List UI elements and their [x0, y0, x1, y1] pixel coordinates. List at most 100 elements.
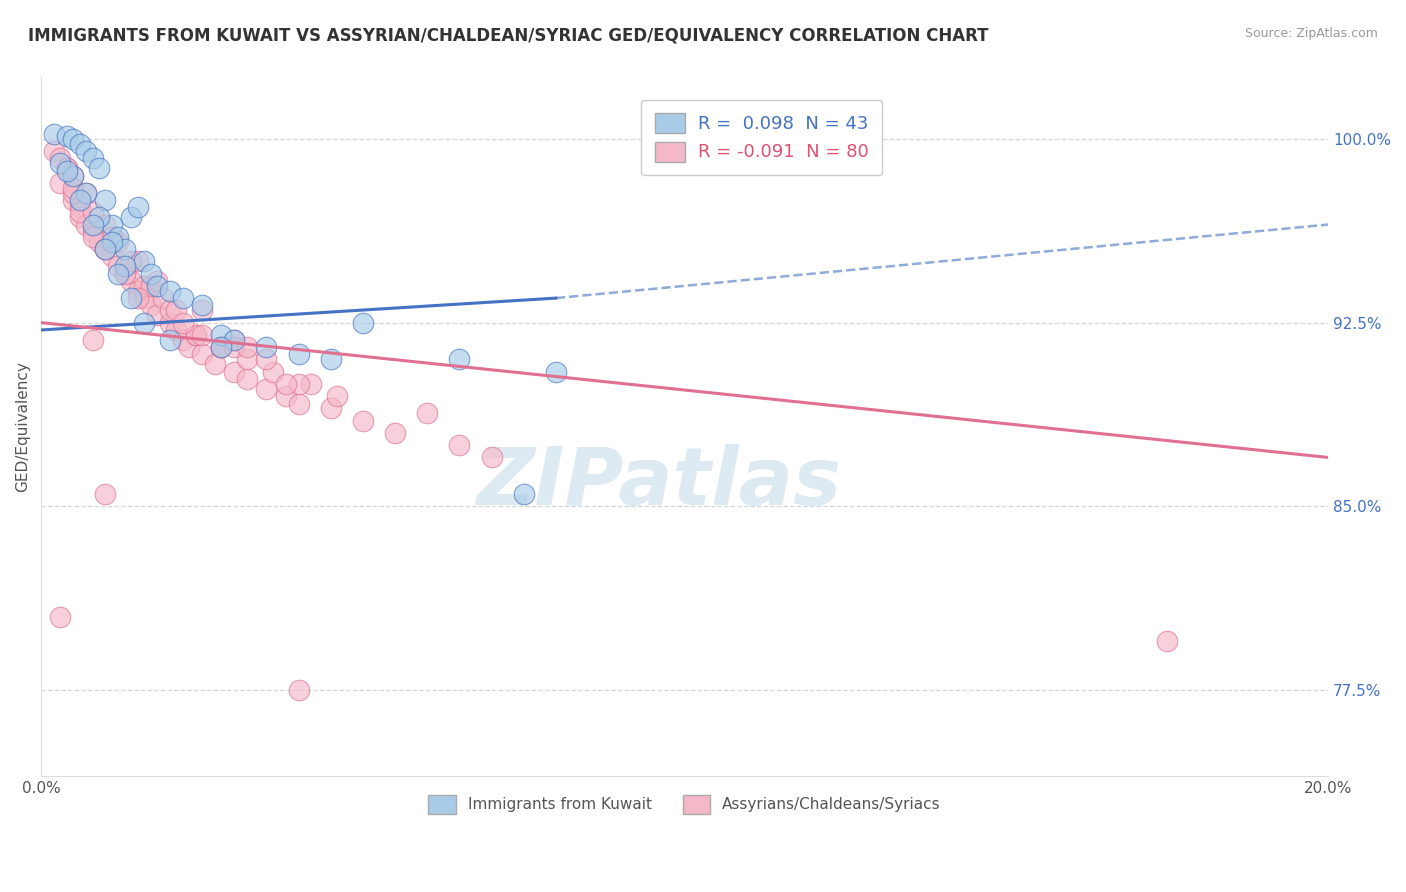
Point — [56, 163, 79, 178]
Point — [101, 249, 124, 263]
Point — [132, 316, 155, 330]
Point — [172, 333, 194, 347]
Point — [139, 267, 162, 281]
Point — [114, 259, 136, 273]
Point — [254, 352, 277, 367]
Point — [209, 340, 232, 354]
Point — [262, 365, 284, 379]
Point — [191, 298, 214, 312]
Point — [49, 152, 72, 166]
Point — [94, 218, 117, 232]
Point — [254, 340, 277, 354]
Point — [49, 609, 72, 624]
Point — [62, 181, 84, 195]
Point — [49, 176, 72, 190]
Point — [132, 254, 155, 268]
Point — [236, 352, 259, 367]
Point — [319, 352, 342, 367]
Point — [120, 254, 142, 268]
Point — [62, 169, 84, 183]
Point — [326, 389, 349, 403]
Point — [94, 193, 117, 207]
Point — [69, 210, 91, 224]
Point — [120, 291, 142, 305]
Point — [56, 161, 79, 176]
Point — [69, 200, 91, 214]
Y-axis label: GED/Equivalency: GED/Equivalency — [15, 361, 30, 492]
Point — [139, 298, 162, 312]
Point — [159, 284, 181, 298]
Point — [209, 340, 232, 354]
Text: IMMIGRANTS FROM KUWAIT VS ASSYRIAN/CHALDEAN/SYRIAC GED/EQUIVALENCY CORRELATION C: IMMIGRANTS FROM KUWAIT VS ASSYRIAN/CHALD… — [28, 27, 988, 45]
Point — [224, 340, 246, 354]
Point — [139, 278, 162, 293]
Point — [184, 327, 207, 342]
Point — [184, 327, 207, 342]
Point — [513, 487, 536, 501]
Point — [159, 316, 181, 330]
Point — [236, 340, 259, 354]
Point — [94, 242, 117, 256]
Point — [132, 291, 155, 305]
Point — [94, 487, 117, 501]
Point — [49, 156, 72, 170]
Point — [127, 291, 149, 305]
Point — [146, 274, 169, 288]
Point — [146, 278, 169, 293]
Point — [165, 303, 187, 318]
Point — [82, 333, 104, 347]
Point — [544, 365, 567, 379]
Point — [449, 438, 471, 452]
Point — [114, 267, 136, 281]
Point — [107, 267, 129, 281]
Text: Source: ZipAtlas.com: Source: ZipAtlas.com — [1244, 27, 1378, 40]
Point — [87, 161, 110, 176]
Point — [56, 161, 79, 176]
Point — [75, 144, 97, 158]
Point — [481, 450, 503, 465]
Point — [120, 274, 142, 288]
Point — [107, 259, 129, 273]
Point — [299, 376, 322, 391]
Point — [319, 401, 342, 416]
Point — [191, 347, 214, 361]
Point — [101, 218, 124, 232]
Point — [94, 242, 117, 256]
Point — [42, 127, 65, 141]
Point — [69, 193, 91, 207]
Point — [82, 218, 104, 232]
Point — [152, 291, 174, 305]
Legend: Immigrants from Kuwait, Assyrians/Chaldeans/Syriacs: Immigrants from Kuwait, Assyrians/Chalde… — [418, 784, 952, 824]
Point — [107, 229, 129, 244]
Point — [165, 323, 187, 337]
Point — [62, 193, 84, 207]
Point — [62, 169, 84, 183]
Point — [101, 235, 124, 249]
Point — [127, 254, 149, 268]
Point — [204, 357, 226, 371]
Point — [224, 333, 246, 347]
Point — [384, 425, 406, 440]
Point — [224, 333, 246, 347]
Point — [236, 372, 259, 386]
Point — [449, 352, 471, 367]
Point — [82, 152, 104, 166]
Point — [82, 225, 104, 239]
Point — [127, 200, 149, 214]
Point — [352, 414, 374, 428]
Point — [114, 267, 136, 281]
Point — [287, 396, 309, 410]
Point — [191, 303, 214, 318]
Point — [146, 308, 169, 322]
Point — [69, 205, 91, 219]
Point — [87, 235, 110, 249]
Point — [254, 382, 277, 396]
Point — [287, 347, 309, 361]
Point — [209, 327, 232, 342]
Point — [114, 242, 136, 256]
Point — [352, 316, 374, 330]
Point — [191, 327, 214, 342]
Point — [274, 389, 297, 403]
Point — [132, 278, 155, 293]
Point — [75, 186, 97, 200]
